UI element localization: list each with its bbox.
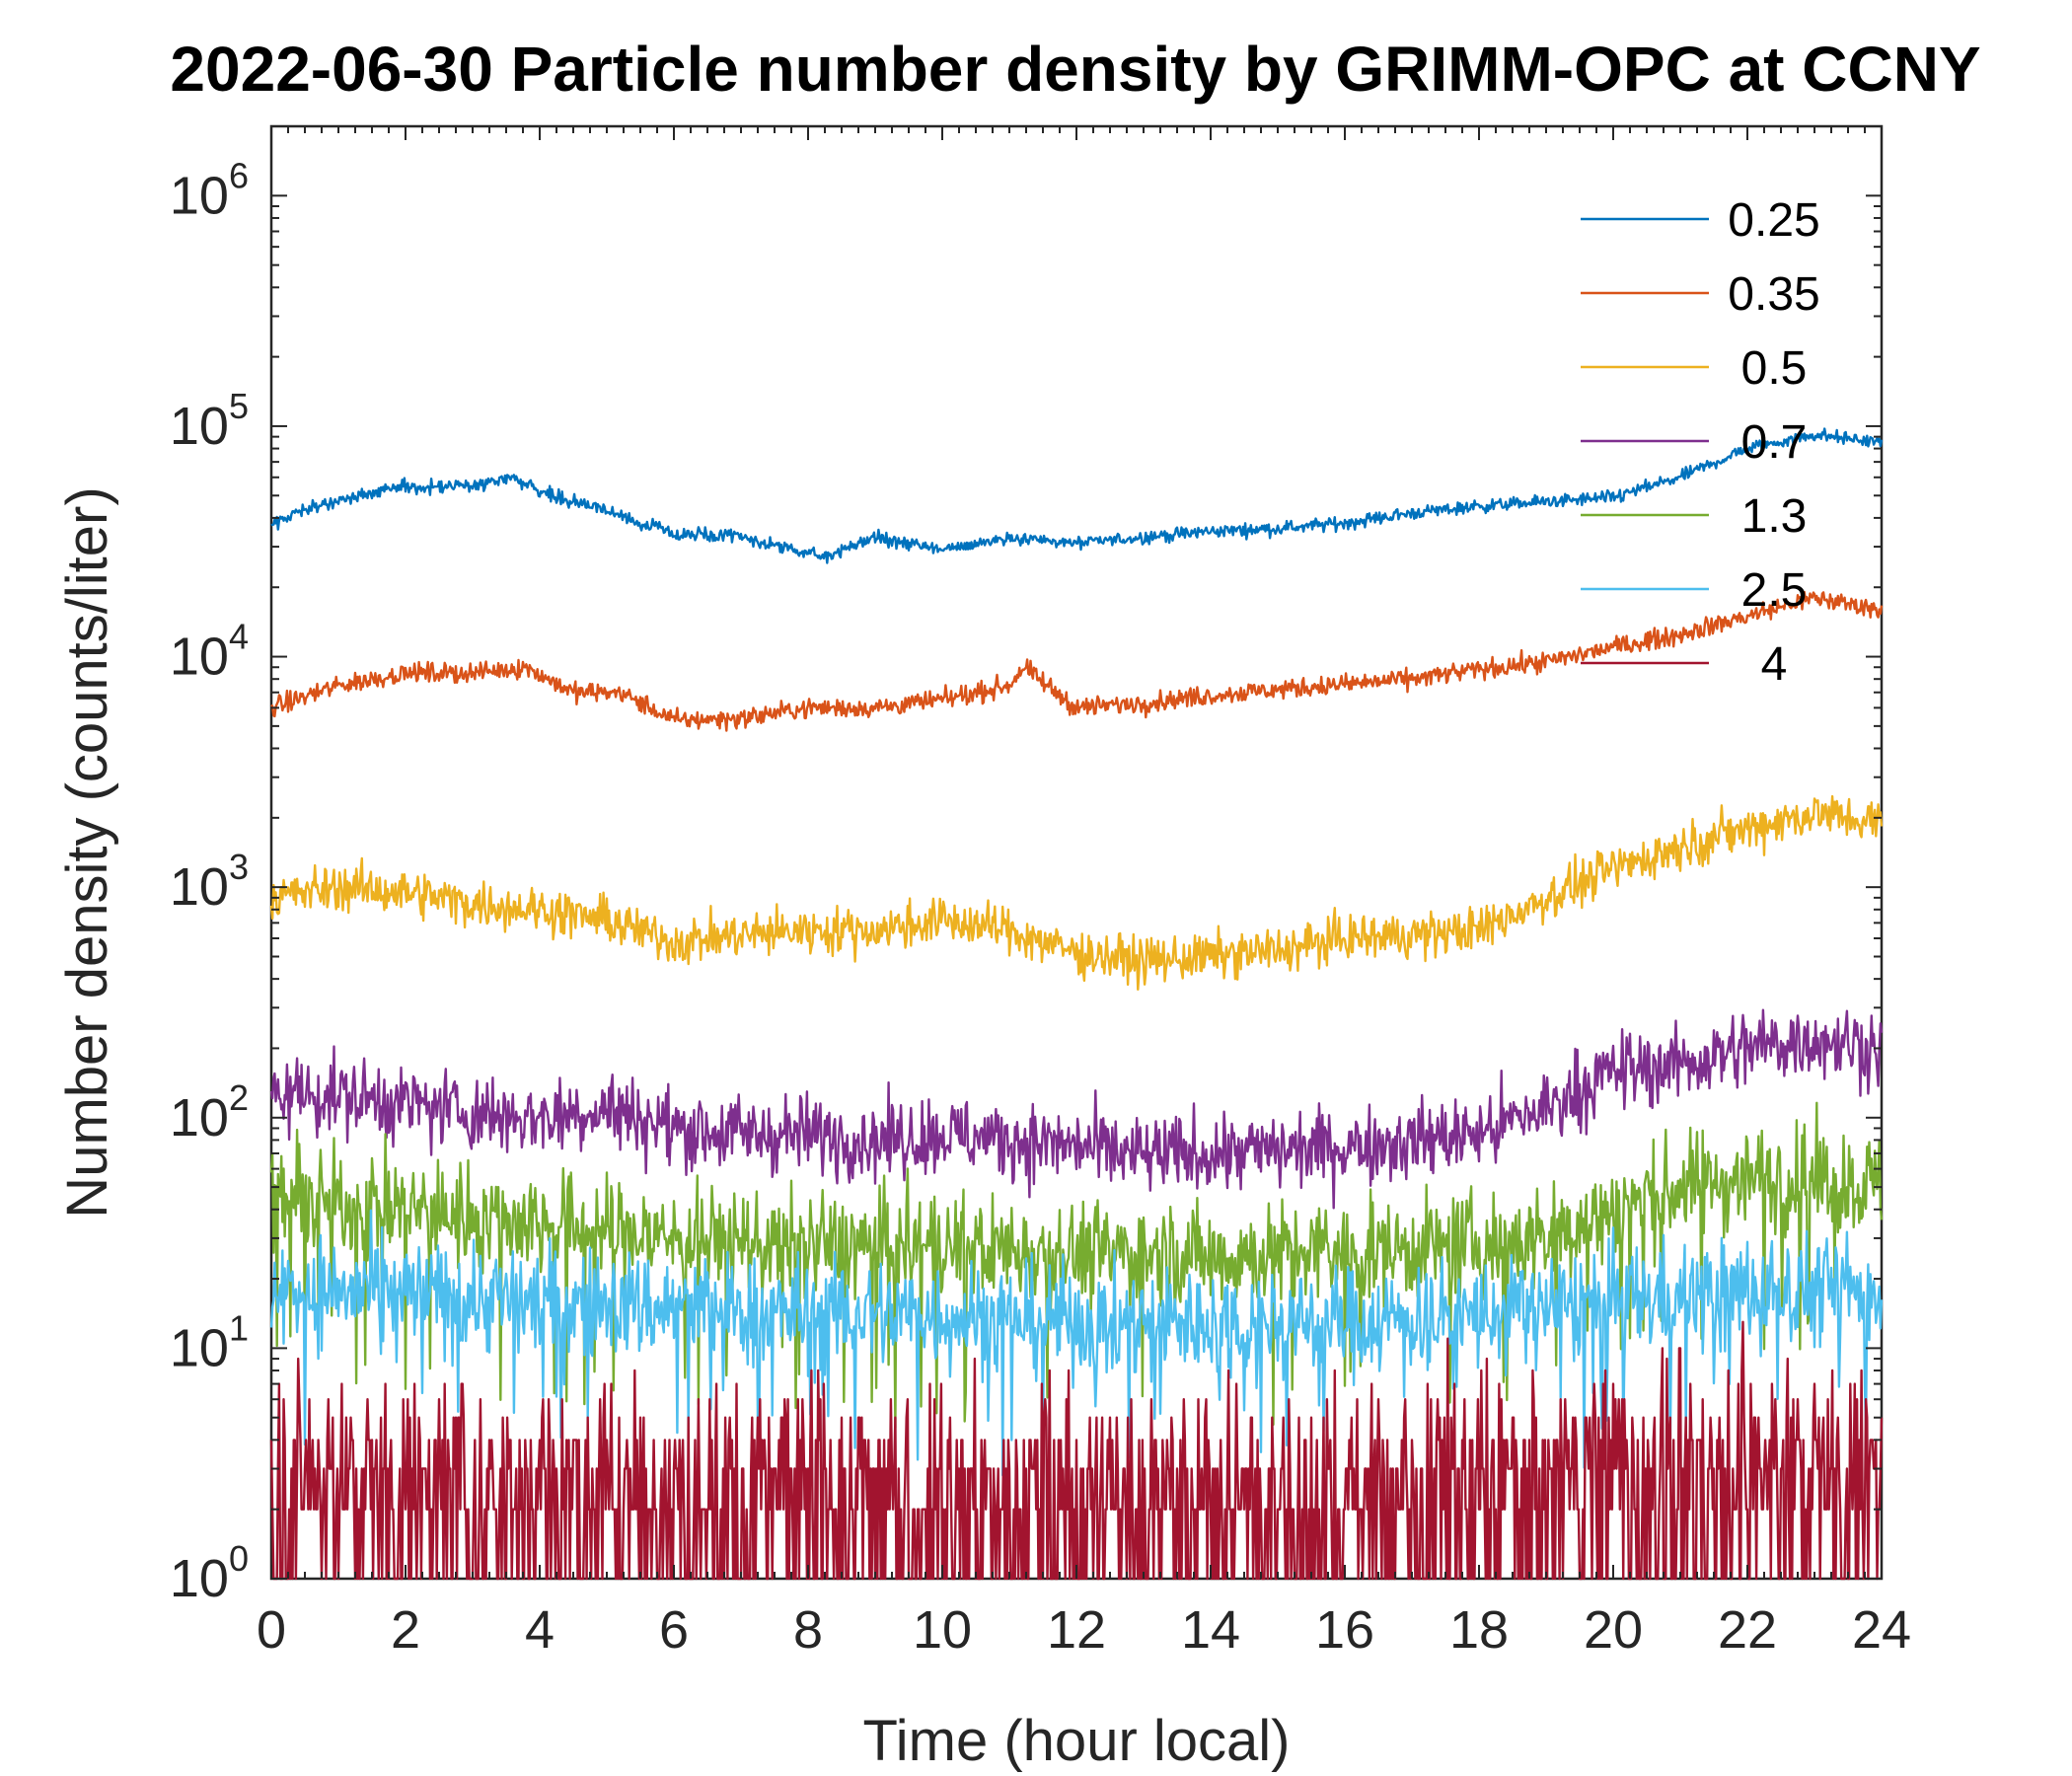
x-tick-label: 14 [1181,1600,1240,1660]
x-tick-label: 24 [1852,1600,1911,1660]
y-tick-label: 104 [170,617,249,687]
series-line-0-5 [269,794,1884,991]
legend-label-4: 4 [1761,638,1788,691]
x-tick-label: 10 [913,1600,972,1660]
y-tick-labels: 100 101 102 103 104 105 106 [170,155,249,1608]
x-tick-label: 18 [1449,1600,1509,1660]
legend-label-0-5: 0.5 [1741,342,1808,395]
x-tick-label: 22 [1718,1600,1777,1660]
series-line-0-25 [270,427,1884,564]
x-tick-label: 6 [659,1600,689,1660]
legend-label-0-7: 0.7 [1741,416,1808,469]
x-axis-label: Time (hour local) [863,1709,1291,1773]
chart-title: 2022-06-30 Particle number density by GR… [170,34,1980,105]
tick-layer [270,125,1883,1580]
series-line-1-3 [269,1101,1884,1430]
y-tick-label: 101 [170,1307,249,1377]
legend-label-2-5: 2.5 [1741,564,1808,617]
x-tick-label: 16 [1315,1600,1374,1660]
legend-label-1-3: 1.3 [1741,490,1808,543]
x-tick-label: 8 [793,1600,823,1660]
y-tick-label: 103 [170,847,249,917]
series-line-2-5 [269,1209,1884,1477]
plot-area [269,124,1884,1581]
series-line-0-7 [269,1008,1884,1210]
x-tick-labels: 0 2 4 6 8 10 12 14 16 18 20 22 24 [257,1600,1911,1660]
y-tick-label: 106 [170,155,249,225]
legend-label-0-25: 0.25 [1728,194,1819,247]
y-tick-label: 105 [170,386,249,456]
x-tick-label: 0 [257,1600,286,1660]
legend: 0.25 0.35 0.5 0.7 1.3 2.5 4 [1581,194,1820,691]
series-layer [269,427,1884,1581]
y-tick-label: 100 [170,1538,249,1608]
legend-label-0-35: 0.35 [1728,268,1819,321]
y-tick-label: 102 [170,1077,249,1147]
series-line-4 [269,1320,1884,1581]
x-tick-label: 20 [1584,1600,1643,1660]
x-tick-label: 12 [1047,1600,1106,1660]
series-line-0-35 [270,590,1884,732]
y-axis-label: Number density (counts/liter) [55,486,119,1218]
x-tick-label: 2 [391,1600,420,1660]
x-tick-label: 4 [525,1600,555,1660]
